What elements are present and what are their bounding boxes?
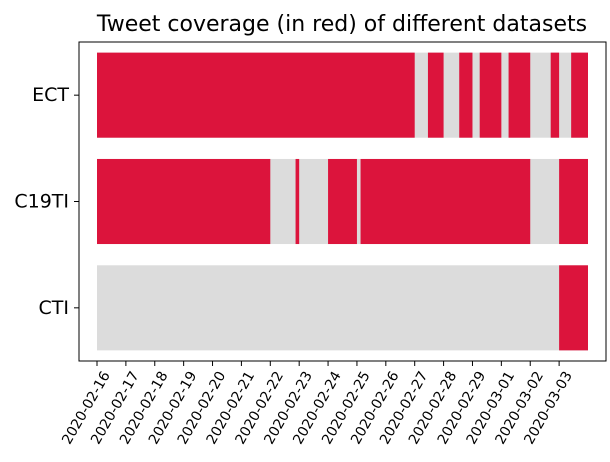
coverage-segment-ect-6 (571, 52, 588, 138)
y-axis: ECT C19TI CTI (14, 84, 79, 319)
y-tick-label-c19ti: C19TI (14, 191, 69, 213)
coverage-segment-ect-1 (427, 52, 444, 138)
coverage-segment-ect-0 (97, 52, 415, 138)
coverage-segment-c19ti-0 (97, 158, 271, 245)
coverage-segment-c19ti-3 (360, 158, 531, 245)
coverage-segment-ect-2 (459, 52, 473, 138)
y-tick-label-cti: CTI (39, 297, 69, 319)
coverage-segment-cti-0 (559, 265, 588, 351)
x-axis: 2020-02-162020-02-172020-02-182020-02-19… (59, 361, 576, 447)
coverage-segment-c19ti-4 (559, 158, 588, 245)
bars-layer (97, 52, 588, 351)
coverage-segment-ect-3 (479, 52, 502, 138)
coverage-segment-ect-5 (550, 52, 560, 138)
bar-background-cti (97, 265, 588, 351)
coverage-segment-c19ti-2 (328, 158, 357, 245)
coverage-segment-c19ti-1 (295, 158, 300, 245)
chart-title: Tweet coverage (in red) of different dat… (96, 12, 587, 37)
coverage-segment-ect-4 (508, 52, 531, 138)
y-tick-label-ect: ECT (32, 84, 69, 106)
